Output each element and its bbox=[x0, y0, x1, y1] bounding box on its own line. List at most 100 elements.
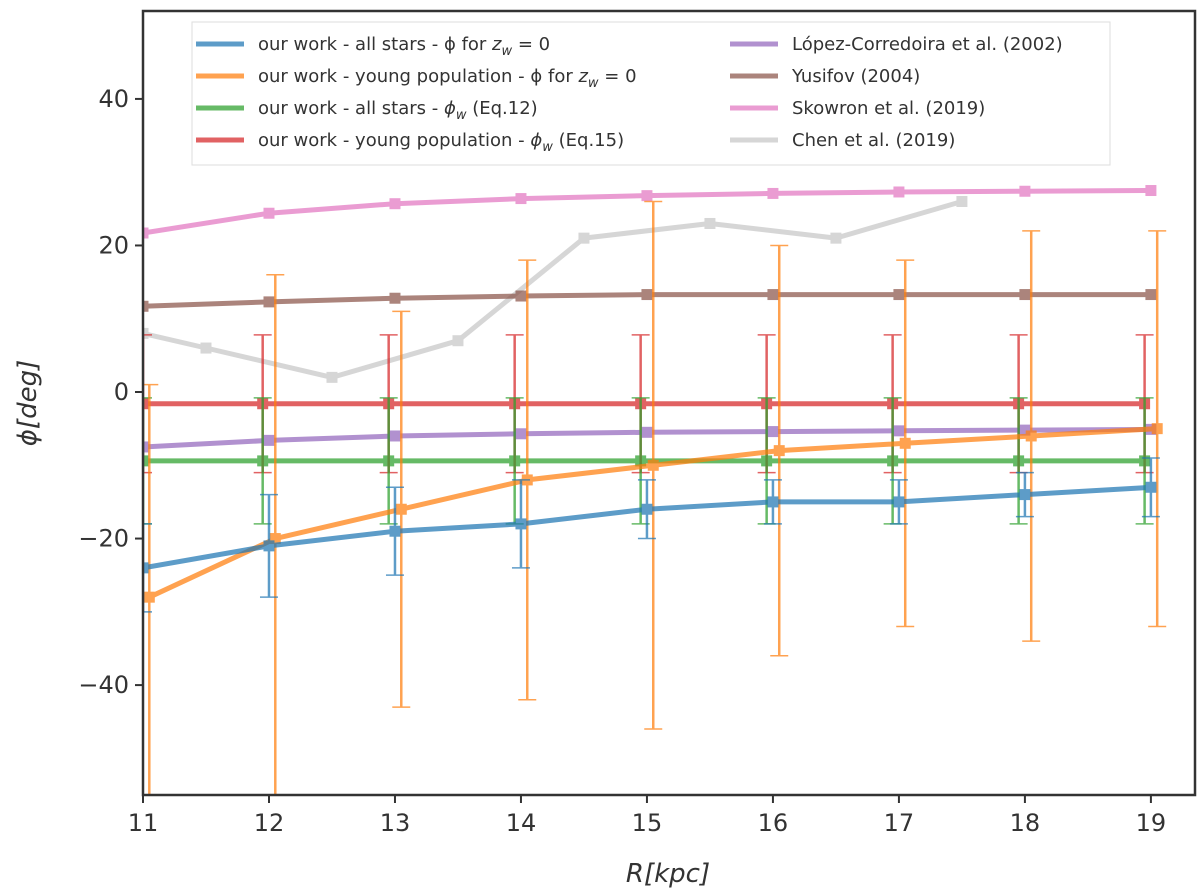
data-point bbox=[767, 426, 779, 438]
data-point bbox=[1151, 423, 1163, 435]
data-point bbox=[1145, 185, 1157, 197]
data-point bbox=[515, 290, 527, 302]
data-point bbox=[767, 187, 779, 199]
data-point bbox=[389, 292, 401, 304]
data-point bbox=[143, 562, 149, 574]
data-point bbox=[383, 455, 395, 467]
data-point bbox=[515, 193, 527, 205]
x-tick-label: 11 bbox=[128, 809, 159, 837]
data-point bbox=[263, 434, 275, 446]
data-point bbox=[1145, 289, 1157, 301]
data-point bbox=[263, 540, 275, 552]
series-layer bbox=[143, 185, 1167, 795]
data-point bbox=[143, 591, 155, 603]
data-point bbox=[143, 455, 149, 467]
series-1 bbox=[143, 200, 1167, 795]
data-point bbox=[767, 496, 779, 508]
data-point bbox=[635, 455, 647, 467]
legend-entry: Chen et al. (2019) bbox=[792, 130, 955, 151]
legend-entry: Skowron et al. (2019) bbox=[792, 98, 985, 119]
data-point bbox=[515, 518, 527, 530]
y-axis-label: ϕ[deg] bbox=[13, 360, 43, 446]
series-2 bbox=[143, 397, 1154, 525]
legend-entry: our work - all stars - ϕ for zw = 0 bbox=[258, 34, 550, 59]
data-point bbox=[893, 289, 905, 301]
data-point bbox=[893, 425, 905, 437]
data-point bbox=[143, 398, 149, 410]
data-point bbox=[1013, 455, 1025, 467]
data-point bbox=[893, 496, 905, 508]
data-point bbox=[389, 525, 401, 537]
data-point bbox=[641, 503, 653, 515]
data-point bbox=[269, 533, 281, 545]
y-tick-label: −20 bbox=[78, 525, 129, 553]
series-line bbox=[143, 199, 963, 380]
data-point bbox=[641, 426, 653, 438]
legend-box bbox=[191, 21, 1111, 166]
data-point bbox=[1139, 455, 1151, 467]
y-tick-label: 20 bbox=[98, 231, 129, 259]
ticks-layer: 11 12 13 14 15 16 17 18 19 −40 −20 0 20 40 bbox=[78, 85, 1166, 837]
data-point bbox=[956, 196, 968, 208]
data-point bbox=[143, 300, 149, 312]
data-point bbox=[143, 227, 149, 239]
x-tick-label: 12 bbox=[254, 809, 285, 837]
data-point bbox=[887, 455, 899, 467]
series-7 bbox=[143, 196, 968, 383]
data-point bbox=[263, 296, 275, 308]
data-point bbox=[143, 441, 149, 453]
x-tick-label: 16 bbox=[758, 809, 789, 837]
data-point bbox=[893, 186, 905, 198]
legend: our work - all stars - ϕ for zw = 0 our w… bbox=[191, 21, 1111, 166]
data-point bbox=[395, 503, 407, 515]
x-tick-label: 18 bbox=[1010, 809, 1041, 837]
data-point bbox=[1019, 289, 1031, 301]
data-point bbox=[641, 190, 653, 202]
legend-entry: our work - young population - ϕ for zw =… bbox=[258, 66, 637, 91]
legend-entry: our work - all stars - ϕw (Eq.12) bbox=[258, 98, 538, 123]
data-point bbox=[263, 207, 275, 219]
data-point bbox=[1019, 185, 1031, 197]
y-tick-label: 40 bbox=[98, 85, 129, 113]
data-point bbox=[578, 232, 590, 244]
data-point bbox=[200, 342, 212, 354]
legend-entry: our work - young population - ϕw (Eq.15) bbox=[258, 130, 624, 155]
data-point bbox=[830, 232, 842, 244]
data-point bbox=[704, 217, 716, 229]
data-point bbox=[515, 428, 527, 440]
x-tick-label: 14 bbox=[506, 809, 537, 837]
data-point bbox=[1019, 489, 1031, 501]
data-point bbox=[509, 455, 521, 467]
series-4 bbox=[143, 423, 1157, 453]
series-5 bbox=[143, 289, 1157, 312]
data-point bbox=[647, 459, 659, 471]
legend-entry: Yusifov (2004) bbox=[791, 66, 920, 87]
data-point bbox=[1145, 481, 1157, 493]
x-tick-label: 13 bbox=[380, 809, 411, 837]
series-3 bbox=[143, 334, 1154, 474]
series-6 bbox=[143, 185, 1157, 239]
data-point bbox=[143, 327, 149, 339]
data-point bbox=[389, 430, 401, 442]
plot-frame bbox=[141, 9, 1197, 797]
data-point bbox=[761, 455, 773, 467]
x-axis-label: R[kpc] bbox=[626, 859, 710, 889]
data-point bbox=[773, 445, 785, 457]
data-point bbox=[389, 198, 401, 210]
x-tick-label: 17 bbox=[884, 809, 915, 837]
data-point bbox=[767, 289, 779, 301]
data-point bbox=[641, 289, 653, 301]
series-0 bbox=[143, 457, 1160, 613]
x-tick-label: 15 bbox=[632, 809, 663, 837]
y-tick-label: 0 bbox=[114, 378, 129, 406]
y-tick-label: −40 bbox=[78, 671, 129, 699]
data-point bbox=[257, 455, 269, 467]
legend-entry: López-Corredoira et al. (2002) bbox=[792, 34, 1063, 55]
data-point bbox=[899, 437, 911, 449]
data-point bbox=[1025, 430, 1037, 442]
data-point bbox=[1019, 424, 1031, 436]
data-point bbox=[326, 371, 338, 383]
data-point bbox=[452, 335, 464, 347]
x-tick-label: 19 bbox=[1136, 809, 1167, 837]
